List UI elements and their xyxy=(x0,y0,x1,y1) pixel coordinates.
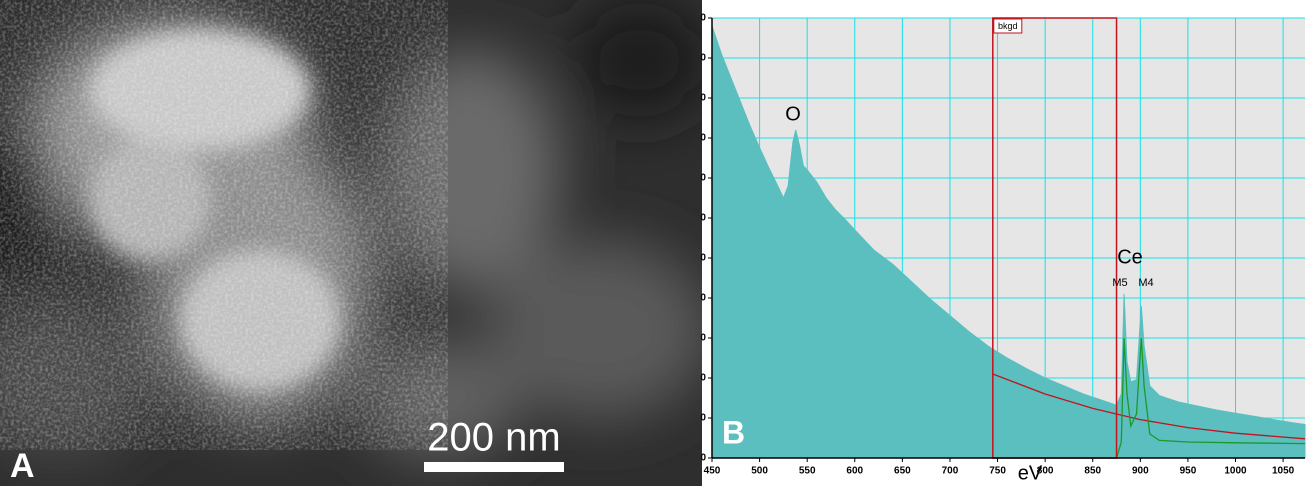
y-tick-label: 40000 xyxy=(700,133,706,144)
x-tick-label: 500 xyxy=(751,466,768,477)
y-tick-label: 25000 xyxy=(700,253,706,264)
x-tick-label: 600 xyxy=(846,466,863,477)
scale-bar-label: 200 nm xyxy=(427,416,560,460)
x-tick-label: 700 xyxy=(942,466,959,477)
window-label: bkgd xyxy=(998,21,1018,31)
x-tick-label: 450 xyxy=(704,466,721,477)
x-tick-label: 1000 xyxy=(1224,466,1247,477)
y-tick-label: 55000 xyxy=(700,13,706,24)
x-tick-label: 550 xyxy=(799,466,816,477)
y-tick-label: 0 xyxy=(700,453,706,464)
annotation: M5 xyxy=(1112,277,1127,289)
x-tick-label: 900 xyxy=(1132,466,1149,477)
x-tick-label: 850 xyxy=(1084,466,1101,477)
y-tick-label: 10000 xyxy=(700,373,706,384)
annotation: O xyxy=(785,103,801,125)
panel-label: B xyxy=(722,414,745,450)
y-tick-label: 30000 xyxy=(700,213,706,224)
y-tick-label: 35000 xyxy=(700,173,706,184)
x-tick-label: 650 xyxy=(894,466,911,477)
x-tick-label: 1050 xyxy=(1272,466,1295,477)
panel-label: A xyxy=(10,447,35,485)
y-tick-label: 5000 xyxy=(700,413,706,424)
x-tick-label: 950 xyxy=(1180,466,1197,477)
y-tick-label: 20000 xyxy=(700,293,706,304)
micrograph: 200 nm A xyxy=(0,0,702,486)
y-tick-label: 15000 xyxy=(700,333,706,344)
chart: 0 5000 10000 15000 20000 25000 30000 35000 40000… xyxy=(700,0,1306,486)
annotation: Ce xyxy=(1117,246,1143,268)
y-tick-label: 45000 xyxy=(700,93,706,104)
annotation: M4 xyxy=(1138,277,1153,289)
x-tick-label: 750 xyxy=(989,466,1006,477)
y-tick-label: 50000 xyxy=(700,53,706,64)
x-axis-label: eV xyxy=(1018,462,1043,484)
figure: 200 nm A 0 5000 10000 15000 20000 25000 30000 3… xyxy=(0,0,1306,486)
scale-bar xyxy=(424,462,564,472)
